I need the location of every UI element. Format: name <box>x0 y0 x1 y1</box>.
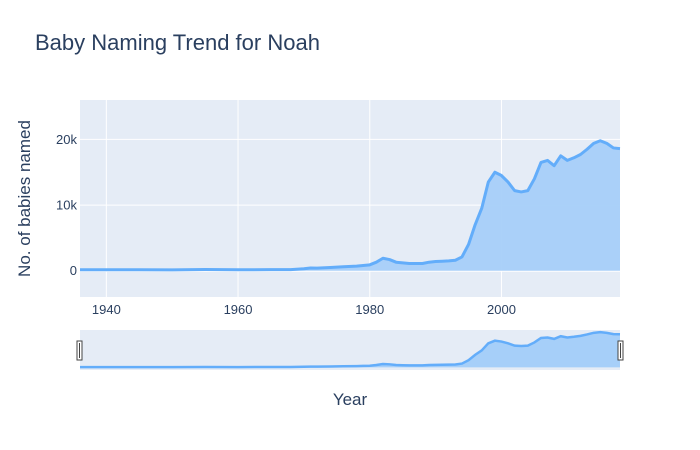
y-axis-ticks: 0 10k 20k <box>56 132 77 278</box>
series-group <box>80 139 621 272</box>
x-axis-ticks: 1940 1960 1980 2000 <box>92 302 516 317</box>
x-tick-label: 2000 <box>487 302 516 317</box>
range-slider-line <box>80 330 621 369</box>
y-axis-title: No. of babies named <box>15 120 34 277</box>
range-slider-area <box>80 332 620 368</box>
range-slider-left-handle[interactable] <box>76 340 83 361</box>
range-slider[interactable] <box>76 330 624 370</box>
chart-title: Baby Naming Trend for Noah <box>35 30 320 55</box>
series-line <box>80 139 621 272</box>
main-plot[interactable] <box>80 100 621 297</box>
x-tick-label: 1940 <box>92 302 121 317</box>
x-axis-title: Year <box>333 390 368 409</box>
x-tick-label: 1980 <box>355 302 384 317</box>
series-area <box>80 140 620 271</box>
y-tick-label: 10k <box>56 198 77 213</box>
range-slider-series <box>80 330 621 369</box>
y-tick-label: 20k <box>56 132 77 147</box>
x-tick-label: 1960 <box>224 302 253 317</box>
range-slider-right-handle[interactable] <box>617 340 624 361</box>
y-tick-label: 0 <box>70 263 77 278</box>
